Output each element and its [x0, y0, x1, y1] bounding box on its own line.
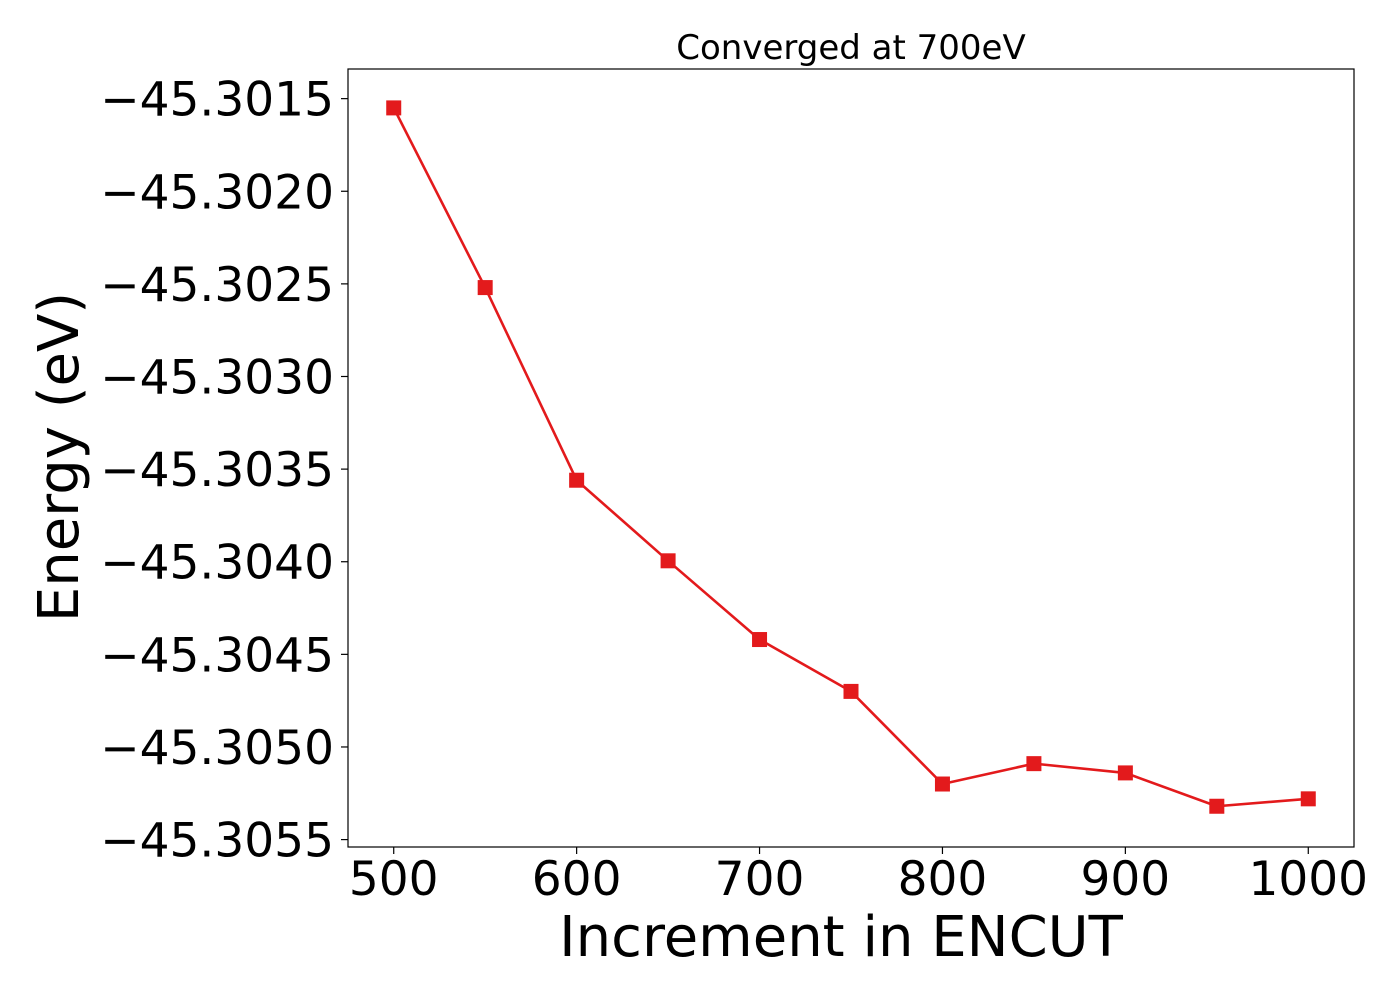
y-tick-label: −45.3045	[100, 628, 334, 683]
y-tick-label: −45.3050	[100, 721, 334, 776]
data-point-marker	[386, 100, 402, 116]
data-point-marker	[1117, 765, 1133, 781]
x-tick-label: 600	[532, 852, 622, 907]
plot-frame	[347, 68, 1355, 848]
plot-series	[386, 100, 1316, 814]
y-tick-label: −45.3040	[100, 536, 334, 591]
data-point-marker	[752, 632, 768, 648]
x-axis-label: Increment in ENCUT	[559, 905, 1124, 970]
y-tick-label: −45.3055	[100, 814, 334, 869]
data-point-marker	[934, 776, 950, 792]
x-axis-ticks: 500 600 700 800 900 1000	[349, 847, 1368, 907]
energy-series-line	[392, 107, 1309, 808]
y-tick-label: −45.3015	[100, 73, 334, 128]
data-point-marker	[477, 280, 493, 296]
y-axis-ticks: −45.3015 −45.3020 −45.3025 −45.3030 −45.3035…	[100, 73, 348, 869]
data-point-marker	[1026, 756, 1042, 772]
y-tick-label: −45.3020	[100, 165, 334, 220]
data-point-marker	[660, 553, 676, 569]
x-tick-label: 700	[715, 852, 805, 907]
x-tick-label: 1000	[1248, 852, 1368, 907]
x-tick-label: 800	[898, 852, 988, 907]
data-point-marker	[1209, 798, 1225, 814]
y-tick-label: −45.3030	[100, 350, 334, 405]
y-axis-label: Energy (eV)	[27, 292, 92, 622]
x-tick-label: 900	[1081, 852, 1171, 907]
y-tick-label: −45.3025	[100, 258, 334, 313]
y-tick-label: −45.3035	[100, 443, 334, 498]
data-point-marker	[569, 472, 585, 488]
data-point-marker	[1300, 791, 1316, 807]
x-tick-label: 500	[349, 852, 439, 907]
chart-title: Converged at 700eV	[676, 28, 1025, 68]
data-point-marker	[843, 683, 859, 699]
